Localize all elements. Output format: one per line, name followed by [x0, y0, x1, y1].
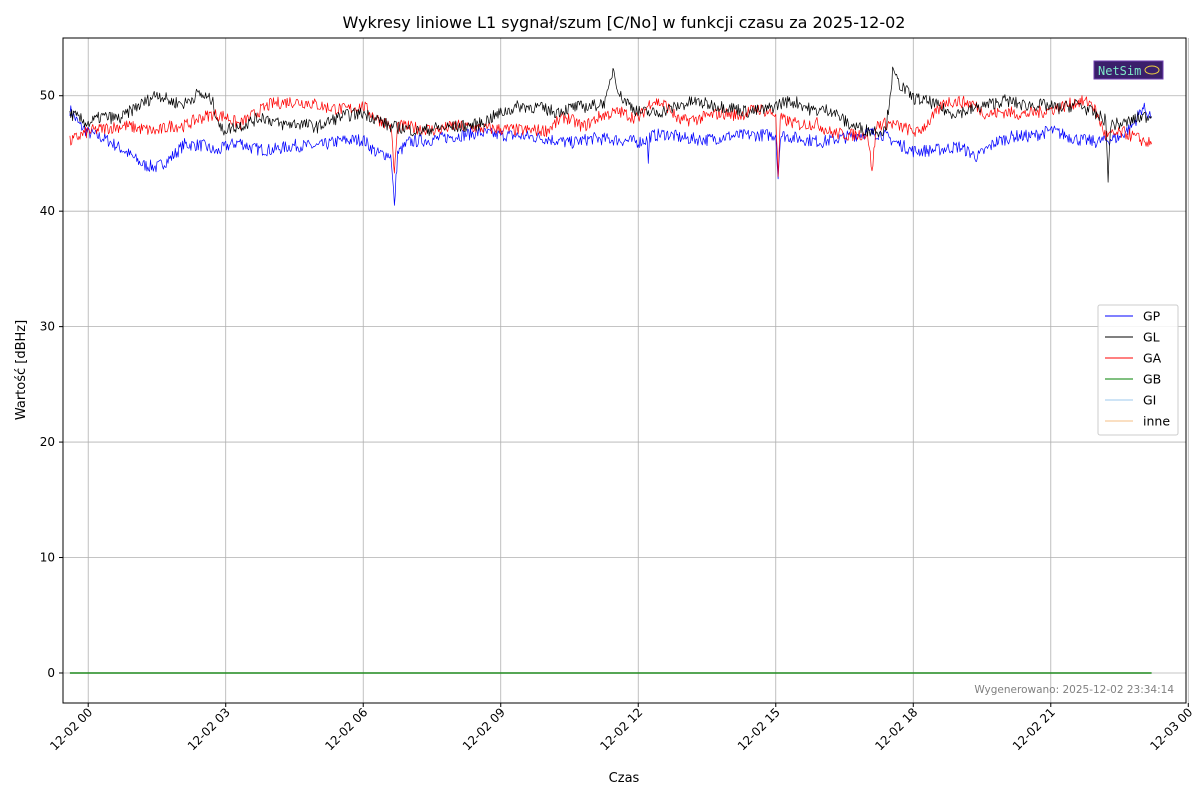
x-tick-label: 12-03 00	[1147, 705, 1195, 753]
y-tick-label: 50	[40, 89, 55, 103]
legend-label: GL	[1143, 330, 1160, 345]
y-tick-label: 10	[40, 551, 55, 565]
x-axis: 12-02 00 12-02 03 12-02 06 12-02 09 12-02 12…	[47, 703, 1195, 753]
y-tick-label: 0	[47, 666, 55, 680]
x-tick-label: 12-02 21	[1010, 705, 1058, 753]
grid-lines	[63, 38, 1189, 703]
legend: GP GL GA GB GI inne	[1097, 304, 1179, 436]
x-axis-label: Czas	[609, 771, 640, 786]
series-line-ga	[69, 95, 1152, 177]
legend-label: GB	[1143, 372, 1161, 387]
x-tick-label: 12-02 18	[872, 705, 920, 753]
series-lines	[69, 66, 1152, 674]
x-tick-label: 12-02 06	[322, 705, 370, 753]
y-tick-label: 20	[40, 435, 55, 449]
legend-label: GA	[1143, 351, 1162, 366]
plot-frame	[62, 37, 1187, 704]
y-tick-label: 30	[40, 320, 55, 334]
x-tick-label: 12-02 03	[185, 705, 233, 753]
x-tick-label: 12-02 09	[460, 705, 508, 753]
series-line-gp	[69, 102, 1152, 206]
legend-label: GP	[1143, 309, 1161, 324]
chart-title: Wykresy liniowe L1 sygnał/szum [C/No] w …	[343, 13, 906, 32]
legend-label: GI	[1143, 393, 1156, 408]
y-axis-label: Wartość [dBHz]	[14, 320, 29, 420]
y-tick-label: 40	[40, 204, 55, 218]
y-axis: 0 10 20 30 40 50	[40, 89, 63, 680]
generated-footer: Wygenerowano: 2025-12-02 23:34:14	[974, 684, 1174, 696]
logo-text: NetSim	[1098, 64, 1141, 78]
legend-label: inne	[1143, 414, 1170, 429]
x-tick-label: 12-02 15	[735, 705, 783, 753]
netsim-logo: NetSim	[1093, 60, 1164, 80]
series-line-gl	[69, 66, 1152, 183]
x-tick-label: 12-02 00	[47, 705, 95, 753]
x-tick-label: 12-02 12	[597, 705, 645, 753]
